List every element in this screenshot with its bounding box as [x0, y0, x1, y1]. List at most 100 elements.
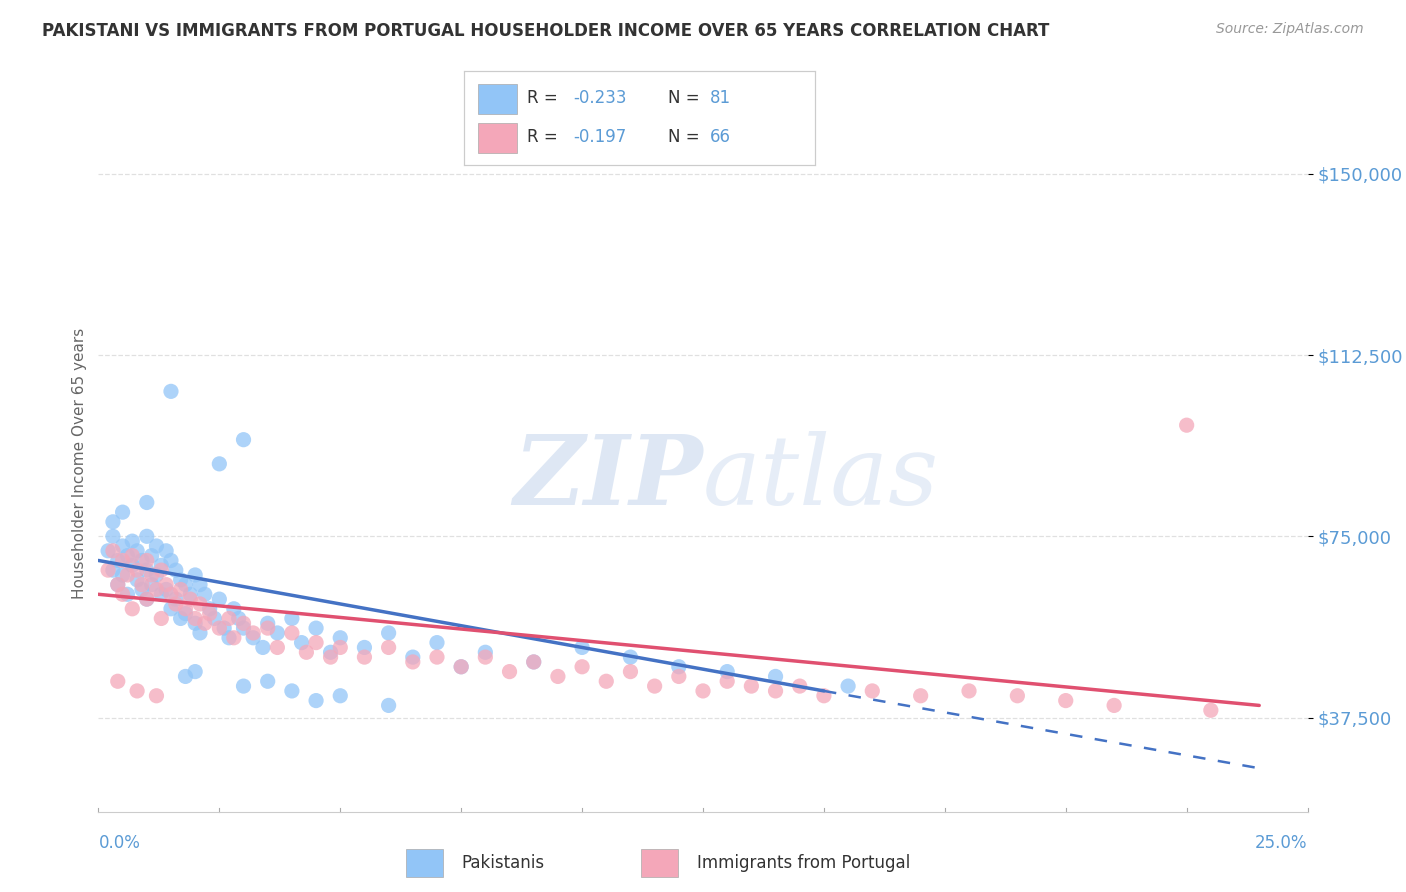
- Point: [319, 650, 342, 665]
- Text: atlas: atlas: [703, 431, 939, 524]
- Point: [131, 582, 153, 597]
- Point: [160, 553, 183, 567]
- Point: [127, 543, 149, 558]
- Point: [155, 582, 177, 597]
- Point: [111, 539, 134, 553]
- Point: [910, 689, 932, 703]
- Point: [101, 529, 124, 543]
- Point: [145, 582, 167, 597]
- Point: [266, 640, 288, 655]
- Point: [174, 602, 197, 616]
- Point: [184, 616, 207, 631]
- Point: [208, 457, 231, 471]
- Point: [165, 563, 187, 577]
- Point: [232, 621, 254, 635]
- Point: [789, 679, 811, 693]
- Point: [135, 529, 157, 543]
- Point: [232, 679, 254, 693]
- Point: [188, 626, 211, 640]
- Point: [218, 631, 240, 645]
- Point: [179, 587, 201, 601]
- Point: [208, 621, 231, 635]
- Point: [222, 631, 245, 645]
- Text: ZIP: ZIP: [513, 431, 703, 524]
- Point: [198, 602, 221, 616]
- Point: [305, 693, 328, 707]
- Point: [135, 553, 157, 567]
- Point: [184, 568, 207, 582]
- Point: [474, 645, 496, 659]
- Point: [860, 684, 883, 698]
- Point: [212, 621, 235, 635]
- Point: [266, 626, 288, 640]
- FancyBboxPatch shape: [406, 849, 443, 877]
- Text: 25.0%: 25.0%: [1256, 834, 1308, 852]
- Point: [194, 587, 217, 601]
- Point: [169, 582, 191, 597]
- Point: [184, 611, 207, 625]
- Text: 66: 66: [710, 128, 731, 146]
- Point: [155, 543, 177, 558]
- Point: [765, 669, 787, 683]
- Point: [135, 592, 157, 607]
- Point: [135, 563, 157, 577]
- Point: [329, 689, 352, 703]
- Text: Source: ZipAtlas.com: Source: ZipAtlas.com: [1216, 22, 1364, 37]
- Point: [117, 587, 139, 601]
- Point: [169, 611, 191, 625]
- Point: [402, 650, 425, 665]
- Point: [692, 684, 714, 698]
- Text: R =: R =: [527, 128, 564, 146]
- Point: [523, 655, 546, 669]
- Text: N =: N =: [668, 128, 704, 146]
- Point: [1102, 698, 1125, 713]
- Point: [184, 665, 207, 679]
- Point: [450, 660, 472, 674]
- Point: [765, 684, 787, 698]
- FancyBboxPatch shape: [478, 84, 517, 113]
- Point: [194, 616, 217, 631]
- Point: [523, 655, 546, 669]
- Point: [179, 592, 201, 607]
- Point: [160, 587, 183, 601]
- Point: [188, 577, 211, 591]
- Point: [222, 602, 245, 616]
- Point: [571, 640, 593, 655]
- Point: [121, 534, 143, 549]
- Text: Immigrants from Portugal: Immigrants from Portugal: [697, 854, 910, 872]
- Text: PAKISTANI VS IMMIGRANTS FROM PORTUGAL HOUSEHOLDER INCOME OVER 65 YEARS CORRELATI: PAKISTANI VS IMMIGRANTS FROM PORTUGAL HO…: [42, 22, 1049, 40]
- Point: [281, 626, 304, 640]
- Point: [155, 577, 177, 591]
- Point: [353, 650, 375, 665]
- Text: R =: R =: [527, 89, 564, 107]
- Point: [305, 635, 328, 649]
- Text: -0.197: -0.197: [574, 128, 626, 146]
- Point: [1175, 418, 1198, 433]
- Point: [619, 665, 641, 679]
- Point: [121, 549, 143, 563]
- Point: [716, 674, 738, 689]
- Point: [474, 650, 496, 665]
- Point: [547, 669, 569, 683]
- Point: [426, 650, 449, 665]
- FancyBboxPatch shape: [478, 123, 517, 153]
- Point: [107, 553, 129, 567]
- Point: [837, 679, 859, 693]
- Point: [111, 587, 134, 601]
- Point: [101, 515, 124, 529]
- Point: [319, 645, 342, 659]
- Text: N =: N =: [668, 89, 704, 107]
- Point: [402, 655, 425, 669]
- Point: [165, 592, 187, 607]
- Point: [305, 621, 328, 635]
- Point: [252, 640, 274, 655]
- Point: [377, 698, 399, 713]
- Point: [281, 684, 304, 698]
- Point: [101, 543, 124, 558]
- Point: [169, 573, 191, 587]
- Point: [218, 611, 240, 625]
- Point: [813, 689, 835, 703]
- Y-axis label: Householder Income Over 65 years: Householder Income Over 65 years: [72, 328, 87, 599]
- Text: -0.233: -0.233: [574, 89, 627, 107]
- Point: [290, 635, 312, 649]
